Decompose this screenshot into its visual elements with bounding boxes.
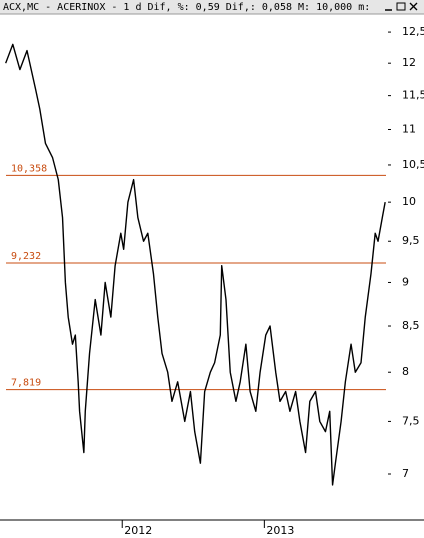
y-tick-label: 11,5 (402, 89, 424, 102)
y-tick-label: 8 (402, 365, 409, 378)
y-tick-label: 12 (402, 56, 416, 69)
y-tick-label: 8,5 (402, 319, 420, 332)
y-tick-label: 10 (402, 195, 416, 208)
title-bar (0, 0, 424, 14)
y-tick-label: 9 (402, 275, 409, 288)
y-tick-label: 9,5 (402, 234, 420, 247)
price-line (5, 43, 386, 486)
close-button[interactable] (409, 2, 418, 11)
reference-line-label: 9,232 (11, 251, 41, 262)
close-icon[interactable] (409, 2, 418, 11)
maximize-icon[interactable] (396, 2, 406, 11)
y-tick-label: 11 (402, 123, 416, 136)
y-tick-label: 7,5 (402, 414, 420, 427)
x-tick-label: 2012 (124, 524, 152, 537)
reference-line-label: 7,819 (11, 378, 41, 389)
reference-line-label: 10,358 (11, 163, 47, 174)
y-tick-label: 12,5 (402, 25, 424, 38)
y-tick-label: 7 (402, 467, 409, 480)
y-tick-label: 10,5 (402, 158, 424, 171)
maximize-button[interactable] (396, 2, 406, 11)
chart-title: ACX,MC - ACERINOX - 1 d Dif, %: 0,59 Dif… (3, 2, 370, 13)
x-tick-label: 2013 (266, 524, 294, 537)
